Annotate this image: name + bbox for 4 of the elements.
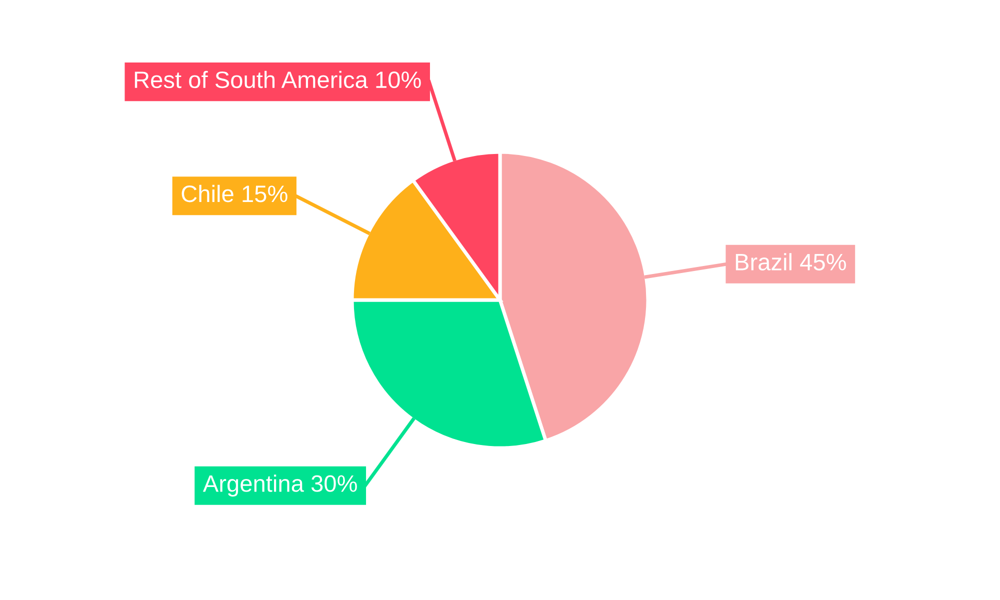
slice-label: Argentina 30% bbox=[202, 474, 357, 497]
slice-label: Rest of South America 10% bbox=[134, 70, 421, 88]
slice-label: Chile 15% bbox=[182, 184, 288, 202]
slice-label: Brazil 45% bbox=[736, 253, 846, 270]
